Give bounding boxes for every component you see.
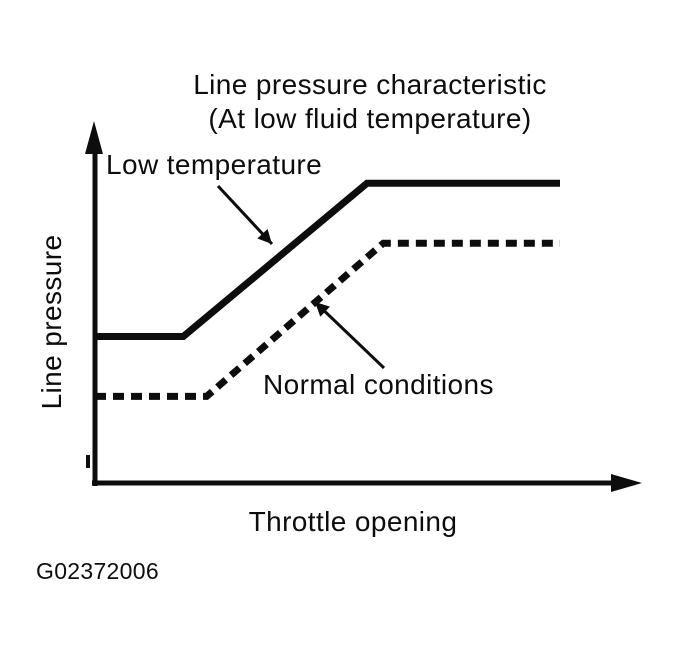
low-temperature-pointer-arrow-icon	[216, 184, 274, 246]
low-temperature-curve	[95, 179, 560, 340]
series-label-low-temperature: Low temperature	[106, 149, 323, 180]
chart-subtitle: (At low fluid temperature)	[208, 103, 532, 135]
chart-title: Line pressure characteristic	[193, 69, 547, 100]
y-axis-arrowhead-icon	[85, 121, 103, 154]
x-axis-label: Throttle opening	[248, 506, 458, 537]
normal-conditions-curve	[95, 239, 560, 400]
x-axis-arrowhead-icon	[611, 474, 642, 492]
series-label-normal-conditions: Normal conditions	[263, 369, 494, 400]
y-axis-label: Line pressure	[35, 234, 67, 410]
normal-conditions-pointer-arrow-icon	[313, 300, 386, 370]
curves-layer	[95, 179, 560, 400]
chart-title-block: Line pressure characteristic (At low flu…	[100, 68, 640, 136]
figure-id: G02372006	[36, 558, 159, 584]
